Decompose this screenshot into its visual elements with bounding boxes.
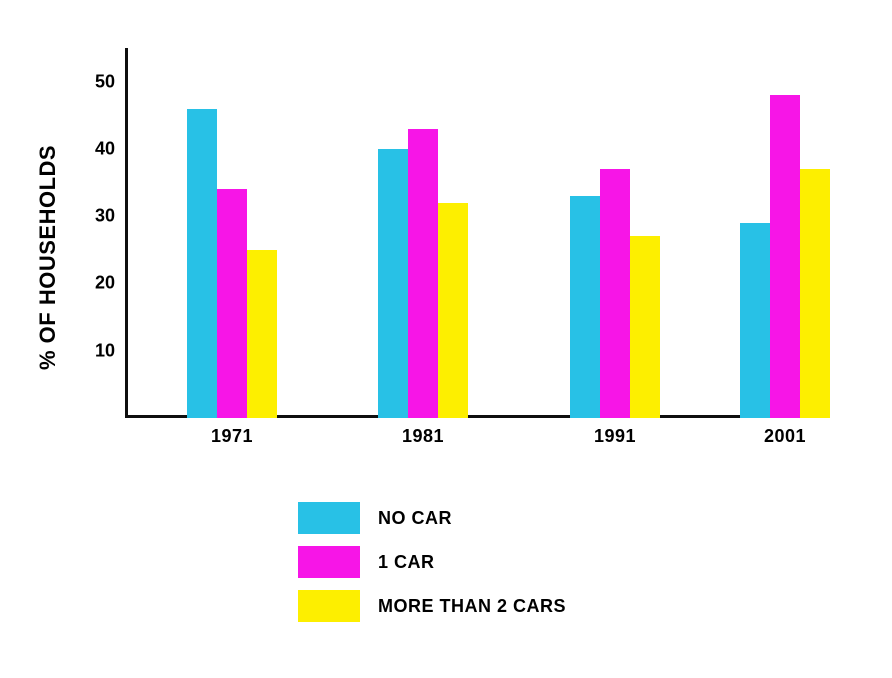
legend-item: 1 CAR — [298, 546, 566, 578]
legend-item: MORE THAN 2 CARS — [298, 590, 566, 622]
chart-container: % OF HOUSEHOLDS 102030405019711981199120… — [0, 0, 892, 678]
bar — [770, 95, 800, 418]
y-tick-label: 20 — [95, 273, 125, 294]
y-axis-title: % OF HOUSEHOLDS — [35, 145, 61, 370]
legend-swatch — [298, 502, 360, 534]
x-tick-label: 1981 — [402, 418, 444, 447]
y-tick-label: 40 — [95, 138, 125, 159]
plot-area: 10203040501971198119912001 — [125, 48, 830, 418]
bar — [247, 250, 277, 418]
bar — [408, 129, 438, 418]
bar — [630, 236, 660, 418]
x-tick-label: 1971 — [211, 418, 253, 447]
bar — [438, 203, 468, 418]
bar — [800, 169, 830, 418]
y-tick-label: 10 — [95, 340, 125, 361]
y-tick-label: 30 — [95, 206, 125, 227]
bar — [740, 223, 770, 418]
bar — [187, 109, 217, 418]
bar — [378, 149, 408, 418]
legend-label: NO CAR — [378, 508, 452, 529]
bar — [570, 196, 600, 418]
bar — [217, 189, 247, 418]
x-tick-label: 1991 — [594, 418, 636, 447]
legend-label: MORE THAN 2 CARS — [378, 596, 566, 617]
bar — [600, 169, 630, 418]
legend-swatch — [298, 546, 360, 578]
y-axis — [125, 48, 128, 418]
legend-item: NO CAR — [298, 502, 566, 534]
legend-label: 1 CAR — [378, 552, 435, 573]
y-tick-label: 50 — [95, 71, 125, 92]
legend-swatch — [298, 590, 360, 622]
legend: NO CAR 1 CAR MORE THAN 2 CARS — [298, 502, 566, 634]
x-tick-label: 2001 — [764, 418, 806, 447]
